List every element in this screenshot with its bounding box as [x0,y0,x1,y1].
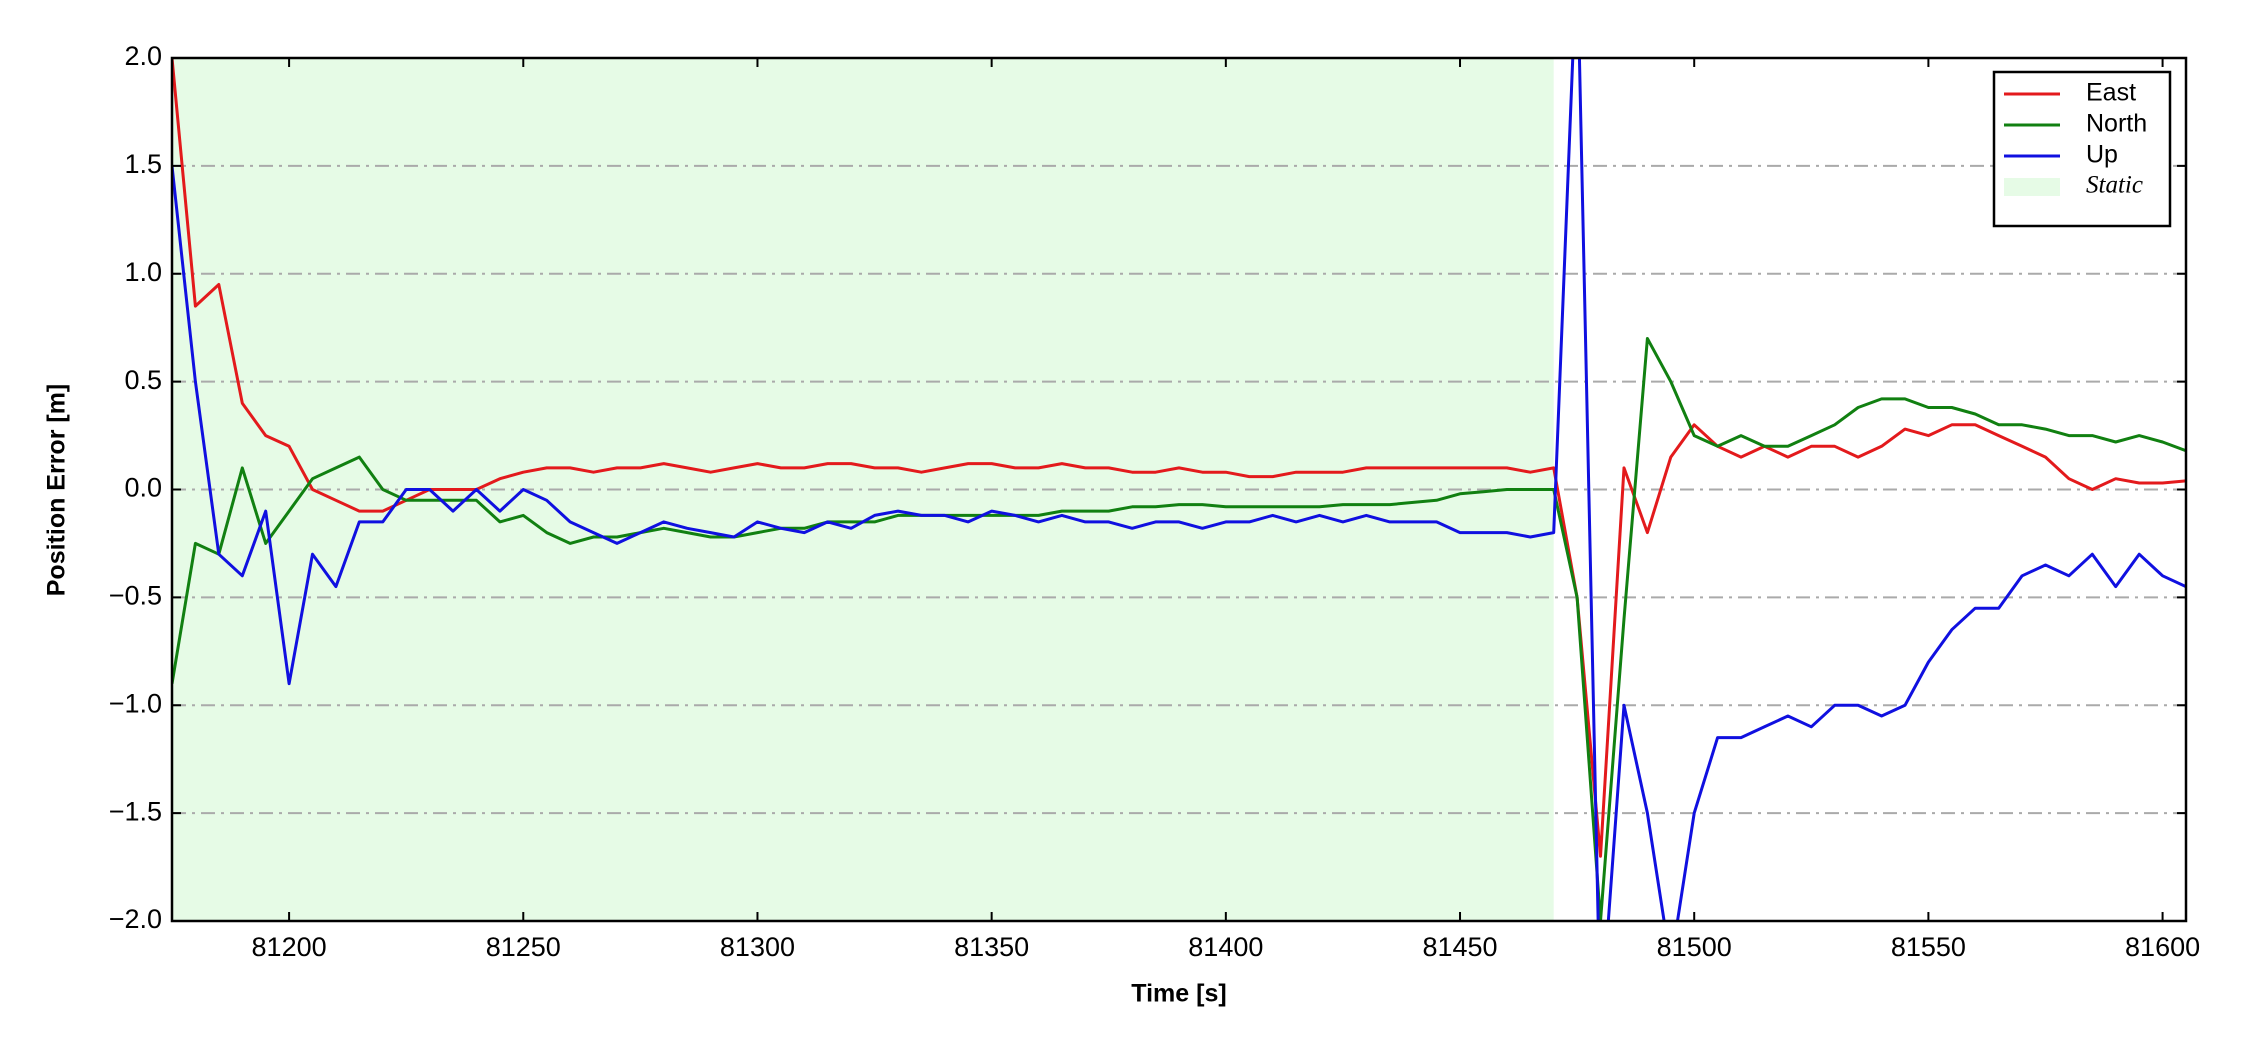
legend-label: Static [2086,172,2143,199]
y-tick-label: 1.5 [124,149,162,179]
legend-label: East [2086,79,2136,107]
y-tick-label: −1.0 [109,688,162,718]
x-tick-label: 81250 [486,932,561,962]
x-tick-label: 81350 [954,932,1029,962]
legend-swatch [2004,178,2060,196]
legend-label: Up [2086,141,2118,169]
y-tick-label: 0.0 [124,473,162,503]
y-axis-label: Position Error [m] [43,384,71,597]
y-tick-label: 2.0 [124,41,162,71]
y-tick-label: −0.5 [109,581,162,611]
x-tick-label: 81200 [252,932,327,962]
x-axis-label: Time [s] [1131,980,1226,1008]
y-tick-label: 0.5 [124,365,162,395]
x-tick-label: 81300 [720,932,795,962]
series-line [172,58,2186,858]
x-tick-label: 81500 [1657,932,1732,962]
legend-box [1992,70,2172,228]
x-tick-label: 81600 [2125,932,2200,962]
x-tick-label: 81400 [1188,932,1263,962]
y-tick-label: −1.5 [109,796,162,826]
series-line [172,337,2186,921]
y-tick-label: 1.0 [124,257,162,287]
legend-label: North [2086,110,2147,138]
x-tick-label: 81450 [1422,932,1497,962]
y-tick-label: −2.0 [109,904,162,934]
series-line [172,58,2186,921]
x-tick-label: 81550 [1891,932,1966,962]
